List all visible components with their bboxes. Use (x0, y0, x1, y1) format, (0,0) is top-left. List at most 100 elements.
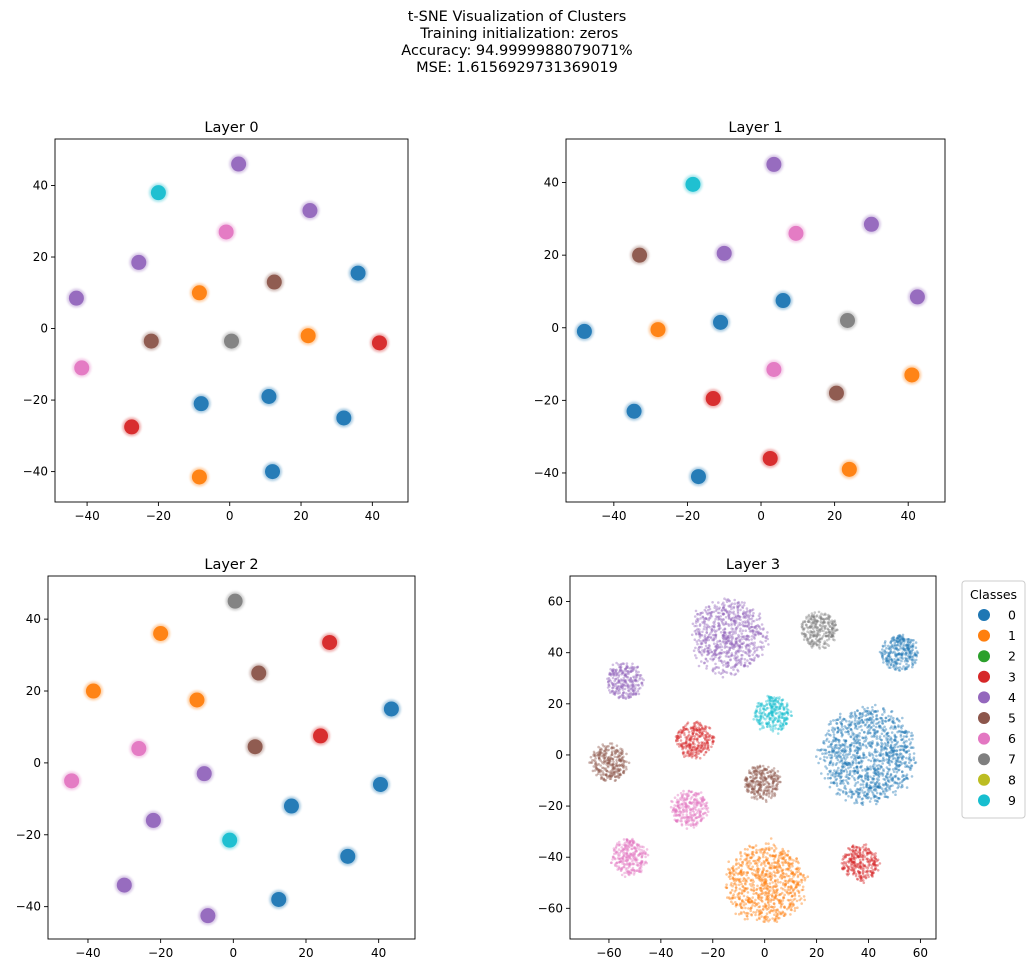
y-tick-label: −20 (534, 393, 559, 407)
cluster-dot (878, 720, 881, 724)
cluster-dot (814, 622, 818, 625)
cluster-dot (897, 719, 900, 722)
cluster-dot (734, 637, 738, 640)
cluster-dot (752, 629, 755, 632)
cluster-dot (710, 615, 713, 618)
cluster-dot (730, 630, 734, 633)
cluster-dot (828, 785, 832, 789)
cluster-dot (846, 763, 849, 766)
cluster-dot (839, 782, 842, 785)
cluster-dot (776, 720, 780, 723)
cluster-dot (807, 620, 810, 624)
cluster-dot (855, 737, 859, 741)
cluster-dot (754, 632, 757, 636)
cluster-dot (733, 673, 736, 677)
cluster-dot (628, 679, 632, 682)
cluster-dot (634, 678, 637, 682)
cluster-dot (705, 636, 708, 640)
cluster-dot (908, 646, 912, 649)
cluster-dot (737, 614, 740, 618)
cluster-dot (875, 713, 879, 717)
cluster-dot (722, 606, 725, 610)
cluster-dot (632, 692, 636, 695)
cluster-dot (883, 795, 887, 798)
cluster-dot (755, 718, 758, 721)
cluster-dot (721, 637, 725, 640)
cluster-dot (855, 761, 858, 765)
cluster-dot (684, 724, 687, 727)
cluster-dot (757, 721, 761, 724)
cluster-dot (858, 788, 862, 791)
cluster-dot (700, 611, 703, 615)
cluster-dot (632, 873, 636, 876)
cluster-dot (806, 627, 810, 630)
cluster-dot (827, 617, 831, 620)
cluster-dot (730, 622, 733, 625)
cluster-dot (780, 727, 784, 731)
cluster-dot (693, 745, 697, 749)
cluster-dot (781, 698, 784, 702)
cluster-dot (761, 769, 765, 773)
cluster-dot (859, 783, 863, 786)
cluster-dot (778, 710, 782, 714)
cluster-dot (767, 643, 770, 646)
cluster-dot (618, 695, 622, 698)
cluster-dot (864, 774, 867, 778)
cluster-dot (720, 651, 724, 655)
cluster-dot (732, 643, 736, 647)
data-point-class-1 (904, 367, 920, 383)
cluster-dot (698, 728, 701, 732)
cluster-dot (900, 756, 904, 760)
cluster-dot (753, 626, 757, 630)
cluster-dot (685, 740, 688, 744)
cluster-dot (633, 678, 637, 682)
cluster-dot (843, 786, 846, 790)
cluster-dot (704, 606, 708, 609)
cluster-dot (872, 767, 876, 771)
cluster-dot (834, 778, 838, 782)
cluster-dot (689, 808, 692, 811)
cluster-dot (872, 774, 876, 778)
cluster-dot (620, 671, 624, 675)
cluster-dot (740, 642, 744, 646)
cluster-dot (831, 638, 835, 641)
cluster-dot (771, 709, 774, 713)
cluster-dot (689, 814, 692, 817)
cluster-dot (696, 617, 699, 621)
cluster-dot (611, 668, 614, 672)
cluster-dot (906, 640, 910, 644)
cluster-dot (830, 630, 833, 634)
cluster-dot (908, 738, 911, 741)
data-point-class-4 (863, 216, 879, 232)
cluster-dot (751, 632, 755, 635)
cluster-dot (900, 641, 903, 645)
cluster-dot (706, 743, 710, 747)
cluster-dot (607, 680, 610, 683)
cluster-dot (767, 775, 771, 778)
cluster-dot (885, 766, 889, 769)
cluster-dot (629, 678, 632, 682)
cluster-dot (686, 728, 690, 732)
cluster-dot (848, 771, 852, 775)
cluster-dot (816, 643, 819, 647)
cluster-dot (696, 740, 699, 743)
cluster-dot (687, 754, 690, 758)
cluster-class-7 (800, 610, 839, 650)
cluster-dot (849, 848, 852, 852)
cluster-dot (762, 708, 765, 711)
cluster-dot (633, 686, 637, 689)
cluster-dot (716, 644, 719, 647)
cluster-dot (808, 620, 811, 624)
cluster-dot (748, 771, 751, 774)
cluster-dot (707, 651, 711, 655)
cluster-dot (745, 647, 748, 650)
cluster-dot (909, 650, 912, 653)
cluster-dot (832, 635, 835, 638)
cluster-dot (704, 737, 707, 741)
cluster-dot (826, 776, 830, 780)
cluster-dot (856, 720, 859, 723)
cluster-dot (884, 775, 888, 778)
cluster-dot (772, 769, 775, 773)
cluster-dot (699, 723, 703, 727)
cluster-dot (717, 624, 721, 628)
